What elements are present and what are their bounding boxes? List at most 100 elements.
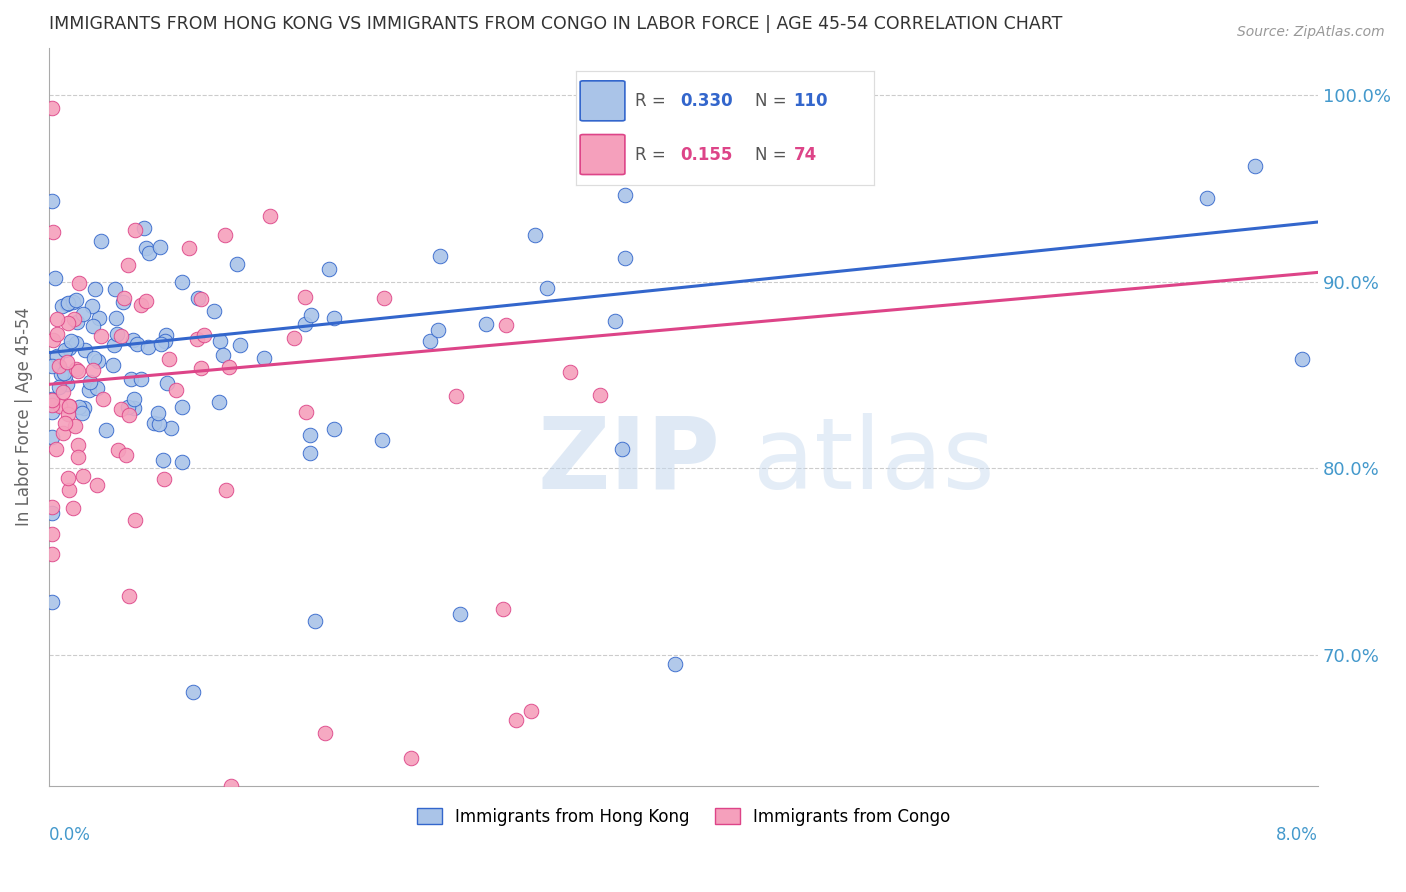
Point: [211, 348, 233, 362]
Point: [41, 405, 63, 419]
Point: [62, 500, 84, 515]
Point: [65, 336, 87, 351]
Point: [129, 298, 152, 312]
Point: [67, 276, 90, 290]
Point: [56, 296, 79, 310]
Point: [41, 101, 63, 115]
Point: [190, 361, 212, 376]
Point: [67, 401, 90, 415]
Point: [294, 317, 316, 331]
Point: [41, 359, 63, 373]
Point: [42, 333, 65, 347]
Point: [536, 281, 558, 295]
Point: [132, 221, 155, 235]
Point: [156, 376, 179, 390]
Text: IMMIGRANTS FROM HONG KONG VS IMMIGRANTS FROM CONGO IN LABOR FORCE | AGE 45-54 CO: IMMIGRANTS FROM HONG KONG VS IMMIGRANTS …: [49, 15, 1063, 33]
Point: [299, 308, 322, 322]
Point: [111, 294, 134, 309]
Point: [149, 240, 172, 254]
Point: [58, 399, 80, 413]
Point: [90, 235, 112, 249]
Text: Source: ZipAtlas.com: Source: ZipAtlas.com: [1237, 25, 1385, 39]
Point: [664, 657, 686, 672]
Point: [138, 245, 160, 260]
Point: [87, 310, 110, 325]
Point: [41, 430, 63, 444]
Point: [66, 315, 89, 329]
Point: [143, 416, 166, 430]
Point: [124, 513, 146, 527]
Point: [558, 365, 581, 379]
Point: [52, 366, 75, 380]
Point: [318, 261, 340, 276]
Point: [492, 602, 515, 616]
Point: [589, 387, 612, 401]
Point: [450, 607, 472, 621]
Point: [45, 311, 67, 326]
Point: [60, 334, 83, 348]
Point: [187, 291, 209, 305]
Point: [107, 443, 129, 458]
Point: [87, 354, 110, 368]
Point: [219, 779, 242, 793]
Legend: Immigrants from Hong Kong, Immigrants from Congo: Immigrants from Hong Kong, Immigrants fr…: [411, 801, 957, 832]
Point: [110, 329, 132, 343]
Point: [41, 506, 63, 520]
Point: [56, 296, 79, 310]
Text: atlas: atlas: [754, 413, 995, 509]
Point: [52, 384, 75, 399]
Point: [152, 453, 174, 467]
Point: [153, 334, 176, 349]
Point: [51, 299, 73, 313]
Point: [153, 472, 176, 486]
Point: [41, 527, 63, 541]
Point: [103, 337, 125, 351]
Point: [44, 270, 66, 285]
Point: [122, 401, 145, 415]
Point: [117, 409, 139, 423]
Point: [214, 228, 236, 243]
Point: [101, 358, 124, 372]
Point: [117, 259, 139, 273]
Point: [157, 351, 180, 366]
Point: [520, 704, 543, 718]
Point: [193, 328, 215, 343]
Point: [1243, 159, 1265, 173]
Point: [105, 327, 128, 342]
Point: [110, 401, 132, 416]
Point: [225, 257, 247, 271]
Point: [63, 312, 86, 326]
Point: [79, 376, 101, 390]
Point: [283, 331, 305, 345]
Point: [314, 726, 336, 740]
Point: [613, 251, 636, 265]
Point: [208, 334, 231, 348]
Point: [429, 249, 451, 263]
Point: [62, 294, 84, 309]
Point: [146, 406, 169, 420]
Point: [1291, 351, 1313, 366]
Point: [160, 421, 183, 435]
Point: [41, 500, 63, 514]
Point: [208, 395, 231, 409]
Point: [45, 327, 67, 342]
Point: [614, 187, 637, 202]
Point: [295, 405, 318, 419]
Point: [90, 328, 112, 343]
Point: [86, 381, 108, 395]
Point: [304, 615, 326, 629]
Point: [56, 316, 79, 330]
Point: [45, 442, 67, 456]
Point: [46, 349, 69, 363]
Point: [371, 434, 394, 448]
Point: [202, 303, 225, 318]
Point: [49, 367, 72, 381]
Point: [136, 340, 159, 354]
Point: [148, 417, 170, 431]
Point: [259, 210, 281, 224]
Point: [218, 359, 240, 374]
Point: [104, 311, 127, 326]
Point: [48, 359, 70, 374]
Point: [121, 334, 143, 348]
Point: [120, 372, 142, 386]
